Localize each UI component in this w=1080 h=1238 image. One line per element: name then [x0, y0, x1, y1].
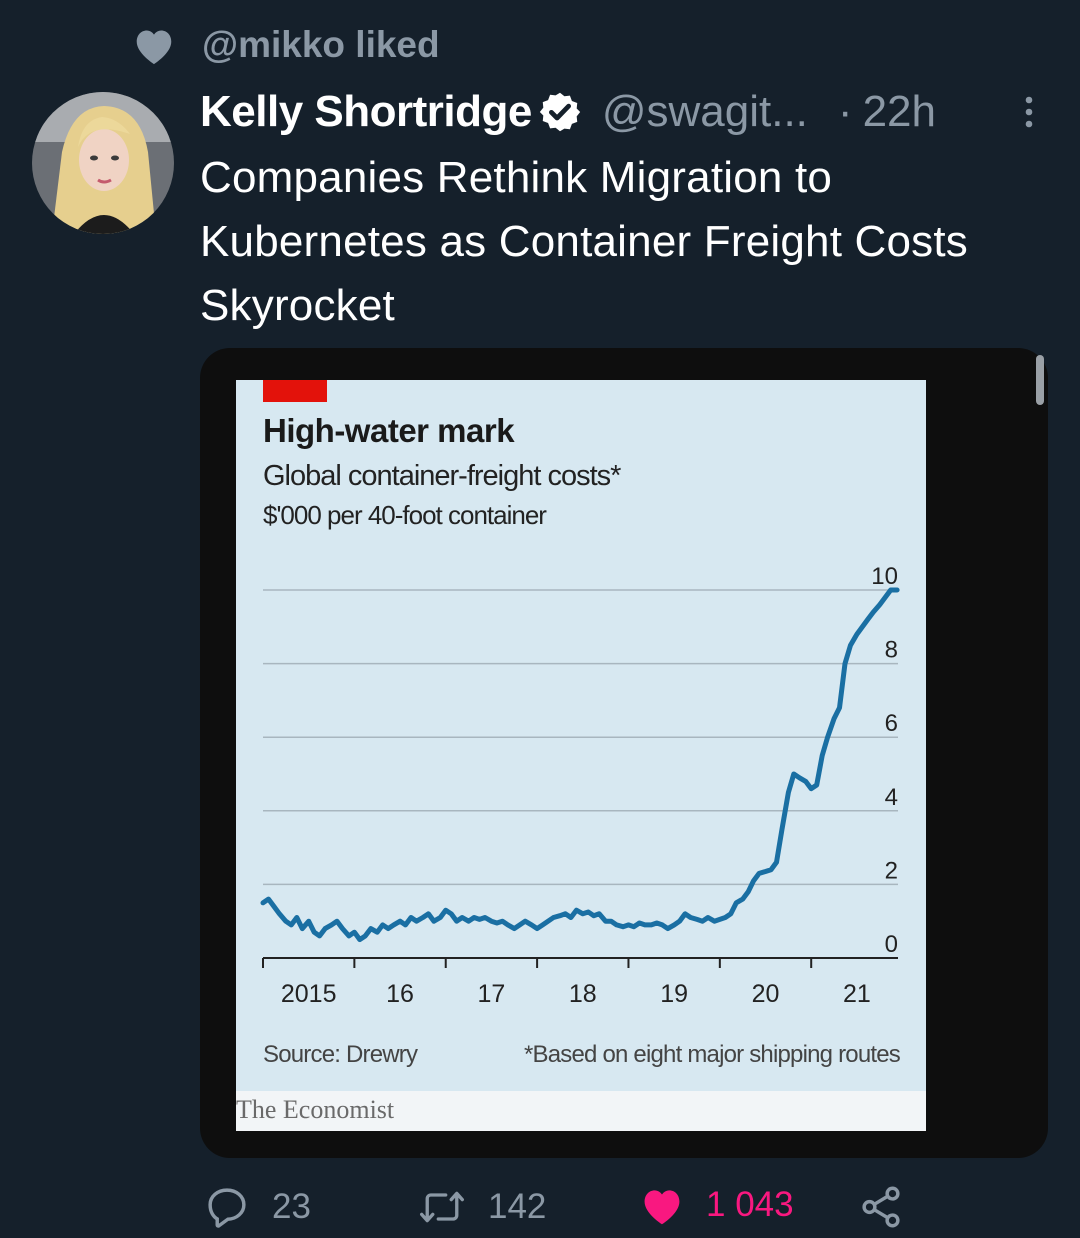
retweet-icon: [418, 1184, 466, 1230]
social-context: @mikko liked: [132, 22, 440, 68]
x-tick-label: 19: [660, 980, 688, 1008]
x-tick-label: 21: [843, 980, 871, 1008]
author-handle[interactable]: @swagit...: [601, 87, 808, 136]
reply-icon: [204, 1184, 250, 1230]
chart-title: High-water mark: [263, 412, 515, 449]
x-tick-label: 17: [478, 980, 506, 1008]
verified-badge-icon: [532, 90, 602, 134]
economist-logo: The Economist: [236, 1095, 395, 1124]
reply-button[interactable]: 23: [204, 1184, 311, 1230]
like-button[interactable]: 1 043: [640, 1184, 794, 1226]
chart-source: Source: Drewry: [263, 1041, 418, 1068]
share-icon: [858, 1184, 904, 1230]
tweet-time[interactable]: 22h: [862, 87, 936, 136]
heart-filled-icon: [640, 1184, 684, 1226]
economist-red-tag: [263, 380, 327, 402]
social-context-text[interactable]: @mikko liked: [202, 24, 440, 65]
media-scrollbar[interactable]: [1036, 355, 1044, 405]
avatar[interactable]: [32, 92, 174, 234]
series-line-freight-costs: [260, 587, 900, 943]
x-tick-label: 16: [386, 980, 414, 1008]
author-name[interactable]: Kelly Shortridge: [200, 87, 532, 136]
chart-footnote: *Based on eight major shipping routes: [524, 1041, 901, 1068]
chart-brand-bar: The Economist: [236, 1091, 926, 1131]
tweet-media[interactable]: High-water mark Global container-freight…: [200, 348, 1048, 1158]
share-button[interactable]: [858, 1184, 904, 1230]
x-tick-label: 20: [752, 980, 780, 1008]
y-tick-label: 10: [871, 563, 898, 590]
chart-image: High-water mark Global container-freight…: [236, 380, 926, 1131]
y-tick-label: 4: [885, 784, 898, 811]
retweet-button[interactable]: 142: [418, 1184, 546, 1230]
tweet-actions: 23 142 1 043: [0, 1178, 1080, 1238]
tweet-text: Companies Rethink Migration to Kubernete…: [200, 153, 969, 330]
heart-icon: [132, 25, 176, 65]
chart-plot: 0 2 4 6 8 10 2015 16 17 18 19 20 21: [260, 563, 900, 1008]
y-tick-label: 8: [885, 637, 898, 664]
like-count: 1 043: [706, 1185, 794, 1224]
reply-count: 23: [272, 1187, 311, 1226]
x-tick-label: 2015: [281, 980, 337, 1008]
chart-subtitle: Global container-freight costs*: [263, 460, 621, 492]
y-tick-label: 0: [885, 931, 898, 958]
chart-units: $'000 per 40-foot container: [263, 500, 547, 530]
tweet-header: Kelly Shortridge @swagit... · 22h: [200, 82, 1050, 142]
retweet-count: 142: [488, 1187, 547, 1226]
more-options-icon[interactable]: [1020, 90, 1038, 134]
y-tick-label: 6: [885, 710, 898, 737]
y-tick-label: 2: [885, 857, 898, 884]
x-tick-label: 18: [569, 980, 597, 1008]
header-separator: ·: [837, 87, 853, 136]
